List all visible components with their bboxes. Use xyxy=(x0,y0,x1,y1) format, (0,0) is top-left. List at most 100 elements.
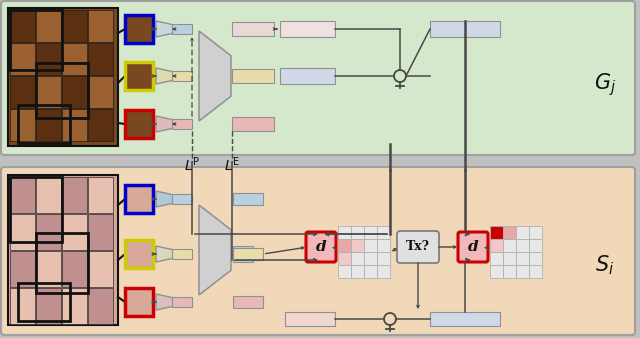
FancyBboxPatch shape xyxy=(1,167,635,335)
Bar xyxy=(338,265,351,278)
Bar xyxy=(377,226,390,239)
Bar xyxy=(490,226,503,239)
FancyBboxPatch shape xyxy=(62,288,87,324)
FancyBboxPatch shape xyxy=(280,21,335,37)
Polygon shape xyxy=(199,205,231,295)
Bar xyxy=(338,239,351,252)
FancyBboxPatch shape xyxy=(10,251,35,287)
FancyBboxPatch shape xyxy=(125,288,153,316)
FancyBboxPatch shape xyxy=(172,249,192,259)
Bar xyxy=(503,239,516,252)
Polygon shape xyxy=(156,294,176,310)
Polygon shape xyxy=(199,31,231,121)
Text: $G_j$: $G_j$ xyxy=(594,72,616,98)
FancyBboxPatch shape xyxy=(36,10,61,42)
Text: $S_i$: $S_i$ xyxy=(595,253,614,277)
Bar xyxy=(529,265,542,278)
FancyBboxPatch shape xyxy=(36,43,61,75)
FancyBboxPatch shape xyxy=(430,21,500,37)
Bar xyxy=(364,252,377,265)
Bar xyxy=(364,265,377,278)
FancyBboxPatch shape xyxy=(36,214,61,250)
FancyBboxPatch shape xyxy=(458,232,488,262)
Polygon shape xyxy=(156,21,176,37)
FancyBboxPatch shape xyxy=(397,231,439,263)
Text: $L^{\rm P}$: $L^{\rm P}$ xyxy=(184,156,200,174)
FancyBboxPatch shape xyxy=(36,109,61,141)
Bar xyxy=(503,252,516,265)
FancyBboxPatch shape xyxy=(232,22,274,36)
Bar xyxy=(377,252,390,265)
Text: d: d xyxy=(316,240,326,254)
Bar xyxy=(516,226,529,239)
FancyBboxPatch shape xyxy=(36,251,61,287)
Bar xyxy=(529,226,542,239)
FancyBboxPatch shape xyxy=(88,76,113,108)
FancyBboxPatch shape xyxy=(1,1,635,155)
Bar xyxy=(503,265,516,278)
Polygon shape xyxy=(156,68,176,84)
FancyBboxPatch shape xyxy=(10,43,35,75)
Polygon shape xyxy=(156,191,176,207)
FancyBboxPatch shape xyxy=(232,117,274,131)
FancyBboxPatch shape xyxy=(8,8,118,146)
FancyBboxPatch shape xyxy=(125,185,153,213)
Text: $L^{\rm E}$: $L^{\rm E}$ xyxy=(224,156,240,174)
FancyBboxPatch shape xyxy=(172,24,192,34)
FancyBboxPatch shape xyxy=(232,69,274,83)
Bar xyxy=(503,226,516,239)
FancyBboxPatch shape xyxy=(88,177,113,213)
FancyBboxPatch shape xyxy=(125,62,153,90)
Bar xyxy=(351,252,364,265)
Bar xyxy=(377,265,390,278)
FancyBboxPatch shape xyxy=(233,246,253,262)
FancyBboxPatch shape xyxy=(62,43,87,75)
FancyBboxPatch shape xyxy=(88,288,113,324)
FancyBboxPatch shape xyxy=(233,193,263,205)
Bar xyxy=(490,265,503,278)
FancyBboxPatch shape xyxy=(36,177,61,213)
Bar xyxy=(338,252,351,265)
Bar xyxy=(364,239,377,252)
FancyBboxPatch shape xyxy=(233,296,263,308)
Bar xyxy=(377,239,390,252)
Bar xyxy=(490,239,503,252)
Bar xyxy=(516,252,529,265)
FancyBboxPatch shape xyxy=(10,177,35,213)
FancyBboxPatch shape xyxy=(280,68,335,84)
FancyBboxPatch shape xyxy=(62,251,87,287)
FancyBboxPatch shape xyxy=(10,214,35,250)
FancyBboxPatch shape xyxy=(306,232,336,262)
FancyBboxPatch shape xyxy=(62,214,87,250)
FancyBboxPatch shape xyxy=(172,194,192,204)
Bar xyxy=(516,239,529,252)
Text: d: d xyxy=(468,240,478,254)
FancyBboxPatch shape xyxy=(88,109,113,141)
FancyBboxPatch shape xyxy=(10,109,35,141)
Bar xyxy=(364,226,377,239)
FancyBboxPatch shape xyxy=(125,110,153,138)
FancyBboxPatch shape xyxy=(172,71,192,81)
FancyBboxPatch shape xyxy=(285,312,335,326)
FancyBboxPatch shape xyxy=(88,43,113,75)
FancyBboxPatch shape xyxy=(88,214,113,250)
FancyBboxPatch shape xyxy=(172,297,192,307)
Bar xyxy=(516,265,529,278)
FancyBboxPatch shape xyxy=(10,76,35,108)
Bar xyxy=(529,239,542,252)
Bar xyxy=(490,252,503,265)
Text: Tx?: Tx? xyxy=(406,241,430,254)
Bar xyxy=(529,252,542,265)
FancyBboxPatch shape xyxy=(172,119,192,129)
FancyBboxPatch shape xyxy=(88,10,113,42)
FancyBboxPatch shape xyxy=(233,248,263,260)
FancyBboxPatch shape xyxy=(125,15,153,43)
Bar xyxy=(351,239,364,252)
FancyBboxPatch shape xyxy=(62,10,87,42)
FancyBboxPatch shape xyxy=(125,240,153,268)
Polygon shape xyxy=(156,246,176,262)
FancyBboxPatch shape xyxy=(36,288,61,324)
FancyBboxPatch shape xyxy=(8,175,118,325)
FancyBboxPatch shape xyxy=(88,251,113,287)
Polygon shape xyxy=(156,116,176,132)
